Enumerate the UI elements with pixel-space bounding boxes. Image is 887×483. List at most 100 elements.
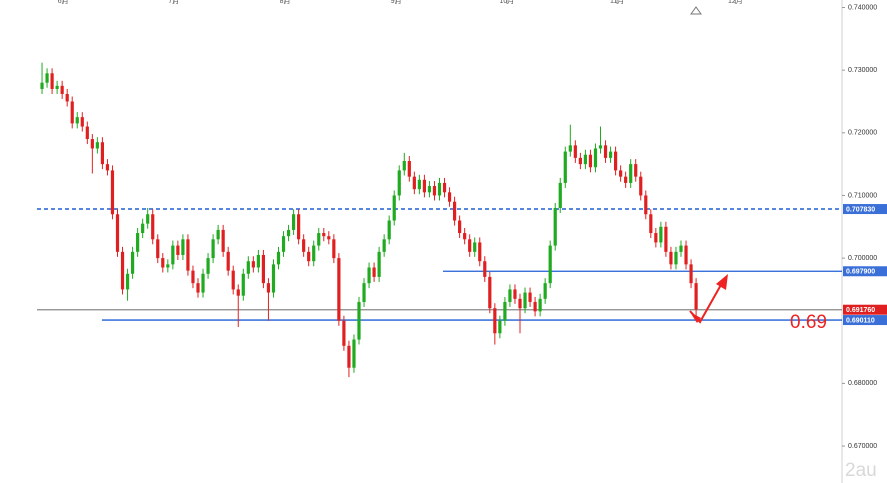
candle-body	[432, 186, 437, 196]
candle-body	[362, 283, 366, 302]
candle-body	[166, 264, 170, 268]
candle-body	[125, 273, 130, 290]
price-tag	[843, 304, 887, 315]
candle-body	[80, 117, 84, 127]
candle-body	[246, 261, 250, 274]
candle-body	[337, 258, 341, 321]
candle-body	[538, 298, 542, 312]
candle-body	[85, 126, 89, 140]
candle-body	[115, 214, 120, 252]
arrow-start	[690, 312, 701, 323]
candle-body	[90, 139, 94, 149]
candle-body	[151, 214, 155, 240]
candle-body	[523, 292, 527, 309]
candle-body	[583, 154, 588, 165]
candle-body	[639, 176, 643, 196]
candle-body	[120, 251, 125, 290]
candle-body	[613, 151, 618, 171]
candle-body	[216, 229, 220, 240]
candle-body	[322, 233, 326, 237]
y-tick-label: 0.700000	[848, 255, 877, 262]
candle-body	[463, 233, 467, 240]
price-tag	[843, 315, 887, 326]
x-tick-label: 12月	[728, 0, 743, 5]
candle-body	[528, 292, 532, 302]
candle-body	[352, 339, 356, 368]
candle-body	[201, 273, 205, 293]
y-tick-label: 0.730000	[848, 67, 877, 74]
candle-body	[241, 273, 245, 296]
candle-body	[161, 258, 165, 268]
watermark: 2au	[845, 460, 877, 481]
candle-body	[548, 245, 552, 284]
candle-body	[392, 195, 396, 221]
candle-body	[458, 220, 462, 234]
candle-body	[498, 320, 502, 334]
candle-body	[598, 145, 603, 149]
x-tick-label: 7月	[168, 0, 179, 5]
candle-body	[191, 270, 195, 284]
candle-body	[634, 164, 638, 177]
candle-body	[674, 251, 678, 265]
candle-body	[266, 283, 271, 293]
candle-body	[312, 245, 316, 262]
y-tick-label: 0.670000	[848, 443, 877, 450]
candle-body	[593, 148, 598, 168]
candle-body	[377, 251, 381, 277]
scroll-marker	[690, 6, 702, 15]
candle-body	[468, 239, 472, 252]
candle-body	[45, 73, 49, 83]
candle-body	[291, 214, 296, 230]
candle-body	[629, 164, 633, 183]
candle-body	[669, 251, 673, 265]
candle-body	[412, 176, 416, 190]
candle-body	[236, 289, 240, 296]
candle-body	[75, 117, 79, 124]
x-tick-label: 8月	[280, 0, 291, 5]
candle-body	[518, 298, 522, 309]
candle-body	[60, 85, 64, 94]
x-tick-label: 9月	[391, 0, 402, 5]
candle-body	[619, 170, 623, 177]
candle-body	[347, 345, 351, 368]
candle-body	[226, 251, 230, 271]
candle-body	[402, 161, 406, 171]
price-tag	[843, 266, 887, 277]
candle-body	[649, 214, 653, 234]
candle-body	[417, 179, 421, 190]
candle-body	[689, 264, 693, 284]
candle-body	[40, 82, 44, 89]
candle-body	[70, 101, 74, 124]
candle-body	[261, 254, 266, 284]
candle-body	[196, 283, 200, 293]
candle-body	[95, 142, 99, 149]
candle-body	[493, 308, 497, 334]
y-tick-label: 0.680000	[848, 380, 877, 387]
candle-body	[367, 267, 371, 284]
candle-body	[136, 233, 140, 252]
x-tick-label: 11月	[610, 0, 624, 5]
arrow-head	[716, 274, 728, 290]
candle-body	[437, 182, 442, 196]
candle-body	[563, 151, 567, 183]
price-tag-label: 0.697900	[846, 269, 875, 276]
candle-body	[608, 151, 613, 158]
y-tick-label: 0.710000	[848, 192, 877, 199]
y-tick-label: 0.720000	[848, 130, 877, 137]
candle-body	[251, 261, 255, 268]
candle-body	[221, 229, 225, 252]
x-tick-label: 10月	[500, 0, 515, 5]
candle-body	[447, 192, 452, 202]
price-tag-label: 0.691760	[846, 307, 875, 314]
x-tick-label: 6月	[58, 0, 69, 5]
candle-body	[171, 245, 175, 265]
candle-body	[543, 283, 547, 299]
candle-body	[553, 207, 557, 246]
candle-body	[372, 267, 376, 277]
candle-body	[664, 226, 668, 252]
candle-body	[271, 264, 276, 293]
candle-body	[513, 289, 517, 299]
candle-body	[659, 226, 663, 243]
candle-body	[397, 170, 401, 196]
